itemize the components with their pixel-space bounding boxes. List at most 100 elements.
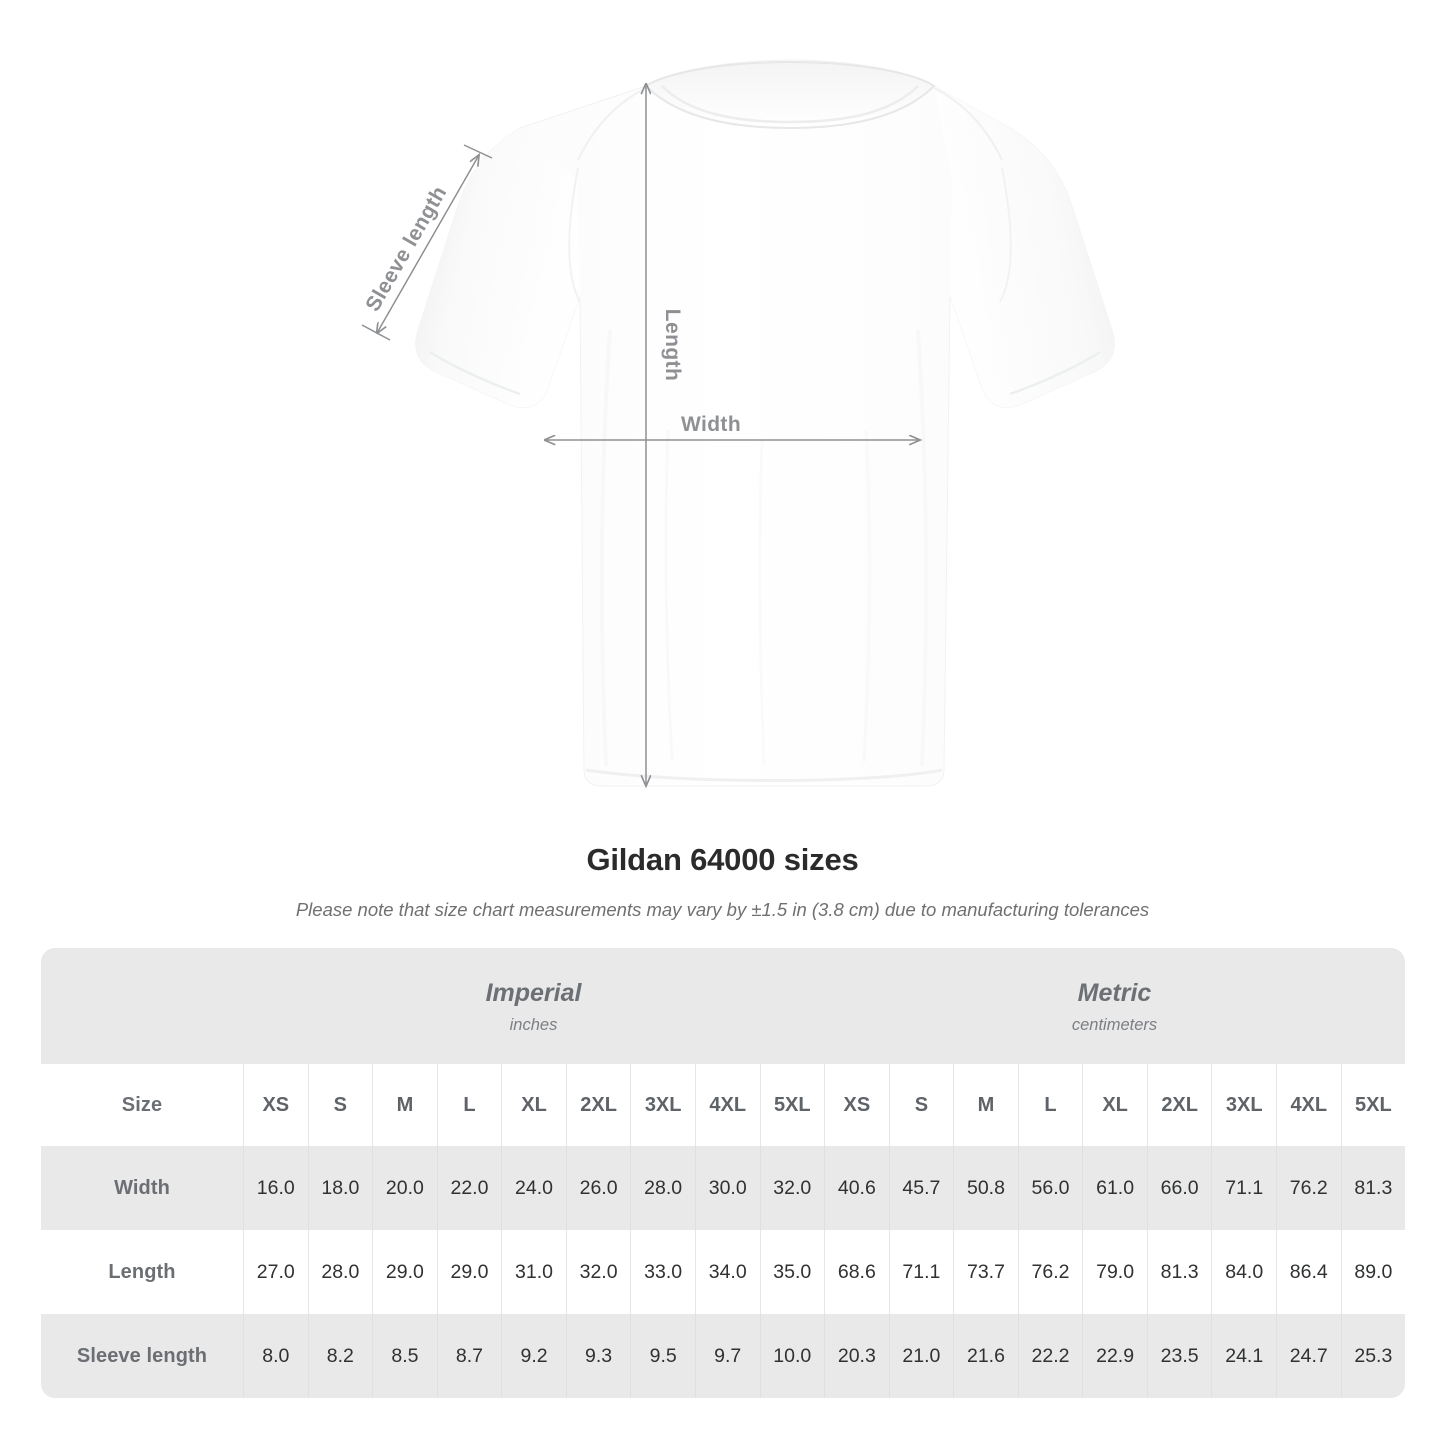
size-header-cell: 4XL [694, 1064, 760, 1146]
size-header-cell: S [888, 1064, 954, 1146]
unit-metric-title: Metric [1077, 978, 1152, 1007]
row-label: Width [114, 1176, 170, 1199]
size-header-cell: XS [824, 1064, 889, 1146]
value-cell: 9.3 [565, 1314, 631, 1398]
unit-metric: Metric centimeters [824, 948, 1405, 1064]
value-cell: 24.7 [1276, 1314, 1341, 1398]
value-cell: 30.0 [694, 1146, 760, 1230]
table-row: Sleeve length 8.0 8.2 8.5 8.7 9.2 9.3 9.5 9.7 10.… [41, 1314, 1405, 1398]
collar-inner [661, 85, 919, 124]
value-cell: 34.0 [694, 1230, 760, 1314]
value-cell: 28.0 [630, 1146, 695, 1230]
value-cell: 22.2 [1017, 1314, 1083, 1398]
right-sleeve [934, 86, 1115, 408]
collar-outer [644, 60, 936, 130]
value-cell: 18.0 [307, 1146, 373, 1230]
value-cell: 35.0 [759, 1230, 825, 1314]
value-cell: 8.7 [436, 1314, 502, 1398]
value-cell: 9.5 [630, 1314, 695, 1398]
value-cell: 68.6 [824, 1230, 889, 1314]
size-header-cell: L [436, 1064, 502, 1146]
value-cell: 61.0 [1082, 1146, 1147, 1230]
unit-metric-sub: centimeters [1071, 1015, 1158, 1034]
row-label: Sleeve length [76, 1344, 208, 1367]
size-header-cell: M [953, 1064, 1018, 1146]
size-table-body: Size XS S M L XL 2XL 3XL 4XL 5XL XS S M L XL 2XL 3XL 4XL 5… [41, 1064, 1405, 1398]
size-header-cell: L [1017, 1064, 1083, 1146]
value-cell: 27.0 [243, 1230, 308, 1314]
tshirt-graphic [415, 59, 1115, 787]
value-cell: 21.0 [888, 1314, 954, 1398]
value-cell: 24.0 [501, 1146, 566, 1230]
value-cell: 26.0 [565, 1146, 631, 1230]
value-cell: 22.0 [436, 1146, 502, 1230]
value-cell: 73.7 [953, 1230, 1018, 1314]
cell-group: 8.0 8.2 8.5 8.7 9.2 9.3 9.5 9.7 10.0 20.3 21.0 21.6… [243, 1314, 1405, 1398]
size-chart-table: Imperial inches Metric centimeters Size X… [41, 948, 1405, 1398]
unit-header-row: Imperial inches Metric centimeters [41, 948, 1405, 1064]
tshirt-illustration: Sleeve length Length Width [361, 59, 1115, 830]
cell-group: XS S M L XL 2XL 3XL 4XL 5XL XS S M L XL 2XL 3XL 4XL 5XL [243, 1064, 1405, 1146]
value-cell: 32.0 [565, 1230, 631, 1314]
value-cell: 79.0 [1082, 1230, 1147, 1314]
value-cell: 29.0 [436, 1230, 502, 1314]
left-armhole [568, 167, 581, 303]
page-title: Gildan 64000 sizes [586, 842, 859, 877]
row-label: Length [108, 1260, 176, 1283]
unit-header-spacer [41, 948, 243, 1064]
value-cell: 86.4 [1276, 1230, 1341, 1314]
size-header-cell: XS [243, 1064, 308, 1146]
fabric-folds [599, 329, 929, 767]
right-shoulder-seam [933, 87, 1003, 161]
value-cell: 10.0 [759, 1314, 825, 1398]
value-cell: 56.0 [1017, 1146, 1083, 1230]
value-cell: 76.2 [1017, 1230, 1083, 1314]
sleeve-tick-top [463, 144, 493, 159]
cell-group: 27.0 28.0 29.0 29.0 31.0 32.0 33.0 34.0 35.0 68.6… [243, 1230, 1405, 1314]
value-cell: 28.0 [307, 1230, 373, 1314]
sleeve-guide-line [377, 155, 479, 333]
title-block: Gildan 64000 sizes Please note that size… [0, 840, 1445, 922]
value-cell: 9.2 [501, 1314, 566, 1398]
value-cell: 31.0 [501, 1230, 566, 1314]
tolerance-note: Please note that size chart measurements… [295, 899, 1150, 920]
value-cell: 32.0 [759, 1146, 825, 1230]
row-header-size: Size [121, 1093, 163, 1116]
value-cell: 8.0 [243, 1314, 308, 1398]
value-cell: 24.1 [1211, 1314, 1276, 1398]
value-cell: 21.6 [953, 1314, 1018, 1398]
value-cell: 29.0 [372, 1230, 437, 1314]
table-row: Length 27.0 28.0 29.0 29.0 31.0 32.0 33.0 34.0 35… [41, 1230, 1405, 1314]
value-cell: 8.2 [307, 1314, 373, 1398]
value-cell: 22.9 [1082, 1314, 1147, 1398]
table-row: Size XS S M L XL 2XL 3XL 4XL 5XL XS S M L XL 2XL 3XL 4XL 5… [41, 1064, 1405, 1146]
value-cell: 8.5 [372, 1314, 437, 1398]
value-cell: 81.3 [1146, 1230, 1212, 1314]
value-cell: 76.2 [1276, 1146, 1341, 1230]
size-header-cell: 3XL [630, 1064, 695, 1146]
right-sleeve-hem [1009, 350, 1101, 396]
value-cell: 81.3 [1340, 1146, 1405, 1230]
value-cell: 50.8 [953, 1146, 1018, 1230]
unit-imperial-sub: inches [509, 1015, 558, 1034]
value-cell: 9.7 [694, 1314, 760, 1398]
unit-imperial: Imperial inches [243, 948, 824, 1064]
size-header-cell: M [372, 1064, 437, 1146]
right-armhole [999, 167, 1012, 303]
size-header-cell: XL [501, 1064, 566, 1146]
left-shoulder-seam [577, 87, 647, 161]
size-header-cell: 2XL [1146, 1064, 1212, 1146]
width-label: Width [681, 413, 741, 436]
value-cell: 89.0 [1340, 1230, 1405, 1314]
size-header-cell: 5XL [759, 1064, 825, 1146]
length-label: Length [661, 309, 684, 381]
sleeve-tick-bottom [361, 324, 391, 341]
value-cell: 16.0 [243, 1146, 308, 1230]
size-header-cell: 2XL [565, 1064, 631, 1146]
value-cell: 45.7 [888, 1146, 954, 1230]
left-sleeve-hem [429, 350, 521, 396]
cell-group: 16.0 18.0 20.0 22.0 24.0 26.0 28.0 30.0 32.0 40.6… [243, 1146, 1405, 1230]
unit-imperial-title: Imperial [485, 978, 582, 1007]
size-header-cell: 4XL [1276, 1064, 1341, 1146]
